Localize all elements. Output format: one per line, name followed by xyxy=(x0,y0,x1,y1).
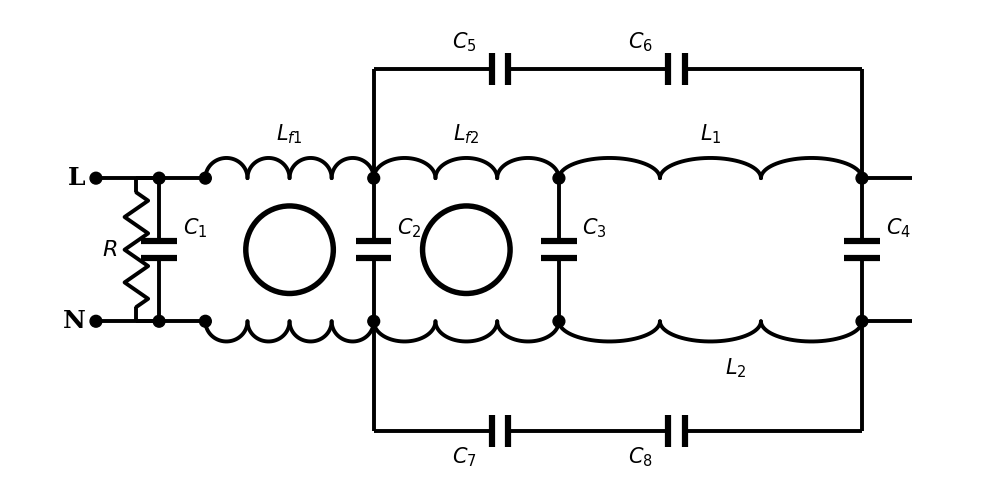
Circle shape xyxy=(90,315,102,327)
Text: $L_2$: $L_2$ xyxy=(725,356,746,380)
Text: $C_7$: $C_7$ xyxy=(452,446,476,469)
Text: $R$: $R$ xyxy=(102,239,118,261)
Text: L: L xyxy=(68,166,86,190)
Text: $L_1$: $L_1$ xyxy=(700,123,721,146)
Text: $C_2$: $C_2$ xyxy=(397,217,422,241)
Circle shape xyxy=(368,172,380,184)
Circle shape xyxy=(553,315,565,327)
Circle shape xyxy=(90,172,102,184)
Circle shape xyxy=(856,315,868,327)
Text: $C_5$: $C_5$ xyxy=(452,30,476,54)
Text: N: N xyxy=(63,309,86,333)
Text: $L_{f2}$: $L_{f2}$ xyxy=(453,123,480,146)
Circle shape xyxy=(153,172,165,184)
Text: $C_3$: $C_3$ xyxy=(582,217,607,241)
Circle shape xyxy=(199,315,211,327)
Circle shape xyxy=(199,172,211,184)
Text: $C_1$: $C_1$ xyxy=(183,217,207,241)
Text: $C_4$: $C_4$ xyxy=(886,217,911,241)
Circle shape xyxy=(153,315,165,327)
Text: $L_{f1}$: $L_{f1}$ xyxy=(276,123,303,146)
Text: $C_6$: $C_6$ xyxy=(628,30,653,54)
Circle shape xyxy=(368,315,380,327)
Text: $C_8$: $C_8$ xyxy=(628,446,653,469)
Circle shape xyxy=(856,172,868,184)
Circle shape xyxy=(553,172,565,184)
